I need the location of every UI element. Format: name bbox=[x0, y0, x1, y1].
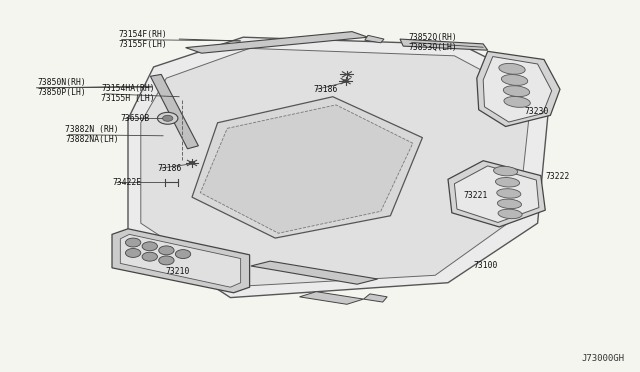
Polygon shape bbox=[112, 229, 250, 293]
Circle shape bbox=[189, 161, 195, 165]
Polygon shape bbox=[192, 97, 422, 238]
Ellipse shape bbox=[497, 189, 521, 198]
Ellipse shape bbox=[493, 166, 518, 176]
Text: 73186: 73186 bbox=[157, 164, 182, 173]
Ellipse shape bbox=[497, 199, 522, 209]
Circle shape bbox=[125, 238, 141, 247]
Polygon shape bbox=[365, 35, 384, 43]
Polygon shape bbox=[477, 51, 560, 126]
Text: 73850N(RH)
73850P(LH): 73850N(RH) 73850P(LH) bbox=[37, 78, 86, 97]
Ellipse shape bbox=[503, 86, 530, 97]
Circle shape bbox=[159, 246, 174, 255]
Polygon shape bbox=[448, 161, 545, 227]
Circle shape bbox=[142, 252, 157, 261]
Circle shape bbox=[163, 115, 173, 121]
Text: 73221: 73221 bbox=[463, 191, 488, 200]
Polygon shape bbox=[128, 37, 550, 298]
Polygon shape bbox=[300, 292, 364, 304]
Polygon shape bbox=[483, 57, 552, 122]
Circle shape bbox=[159, 256, 174, 265]
Ellipse shape bbox=[498, 209, 522, 219]
Circle shape bbox=[125, 248, 141, 257]
Polygon shape bbox=[141, 48, 531, 286]
Polygon shape bbox=[251, 261, 378, 284]
Text: 73422E: 73422E bbox=[113, 178, 142, 187]
Ellipse shape bbox=[504, 96, 531, 108]
Text: 73882N (RH)
73882NA(LH): 73882N (RH) 73882NA(LH) bbox=[65, 125, 119, 144]
Circle shape bbox=[342, 79, 349, 83]
Polygon shape bbox=[364, 294, 387, 302]
Ellipse shape bbox=[501, 74, 528, 86]
Polygon shape bbox=[454, 166, 539, 222]
Text: 73852Q(RH)
73853Q(LH): 73852Q(RH) 73853Q(LH) bbox=[408, 33, 457, 52]
Text: 73186: 73186 bbox=[314, 85, 338, 94]
Text: 73100: 73100 bbox=[474, 261, 498, 270]
Text: 73650B: 73650B bbox=[120, 114, 150, 123]
Text: 73210: 73210 bbox=[165, 267, 189, 276]
Ellipse shape bbox=[499, 63, 525, 74]
Text: 73230: 73230 bbox=[525, 107, 549, 116]
Circle shape bbox=[157, 112, 178, 124]
Polygon shape bbox=[400, 39, 488, 50]
Text: J73000GH: J73000GH bbox=[581, 354, 624, 363]
Polygon shape bbox=[186, 32, 368, 53]
Text: 73222: 73222 bbox=[545, 172, 570, 181]
Polygon shape bbox=[200, 105, 413, 233]
Circle shape bbox=[142, 242, 157, 251]
Text: 73154HA(RH)
73155H (LH): 73154HA(RH) 73155H (LH) bbox=[101, 84, 155, 103]
Ellipse shape bbox=[495, 177, 520, 187]
Polygon shape bbox=[120, 234, 241, 287]
Polygon shape bbox=[150, 74, 198, 149]
Text: 73154F(RH)
73155F(LH): 73154F(RH) 73155F(LH) bbox=[118, 30, 167, 49]
Circle shape bbox=[175, 250, 191, 259]
